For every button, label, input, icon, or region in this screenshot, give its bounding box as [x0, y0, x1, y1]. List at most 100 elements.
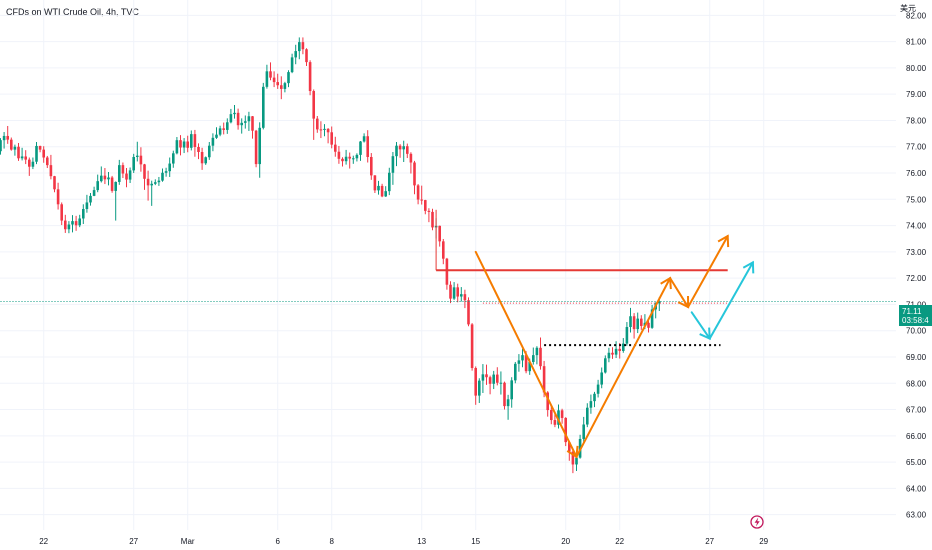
- candle[interactable]: [136, 141, 139, 162]
- candle[interactable]: [506, 394, 510, 420]
- candle[interactable]: [46, 155, 49, 169]
- candle[interactable]: [452, 282, 456, 300]
- candle[interactable]: [467, 297, 470, 327]
- candle[interactable]: [550, 406, 553, 425]
- candle[interactable]: [42, 146, 45, 163]
- candle[interactable]: [373, 175, 377, 193]
- candle[interactable]: [600, 367, 603, 389]
- cyan-path[interactable]: [690, 260, 755, 341]
- candle[interactable]: [323, 124, 326, 137]
- candle[interactable]: [593, 391, 596, 408]
- time-axis[interactable]: 22 27 Mar 6 8 13 15 20 22 27 29: [39, 537, 768, 546]
- candle[interactable]: [100, 166, 103, 183]
- candle[interactable]: [337, 145, 341, 164]
- candle[interactable]: [352, 155, 355, 164]
- candle[interactable]: [143, 163, 146, 190]
- candle[interactable]: [485, 364, 488, 385]
- candle[interactable]: [625, 322, 629, 346]
- candle[interactable]: [650, 304, 654, 329]
- candle[interactable]: [308, 60, 312, 96]
- candle[interactable]: [413, 160, 416, 195]
- candle[interactable]: [398, 144, 402, 158]
- candle[interactable]: [366, 130, 369, 163]
- candle[interactable]: [13, 144, 17, 156]
- candle[interactable]: [236, 108, 240, 130]
- candle[interactable]: [517, 354, 521, 372]
- candle[interactable]: [319, 121, 323, 139]
- candle[interactable]: [272, 71, 276, 88]
- candle[interactable]: [614, 341, 618, 359]
- candle[interactable]: [326, 128, 330, 144]
- candle[interactable]: [204, 156, 207, 165]
- candle[interactable]: [89, 192, 92, 206]
- candle[interactable]: [146, 170, 150, 201]
- candle[interactable]: [85, 194, 89, 213]
- candle[interactable]: [35, 142, 38, 165]
- candle[interactable]: [125, 168, 128, 188]
- candle[interactable]: [107, 171, 110, 186]
- candle[interactable]: [38, 145, 42, 153]
- candle[interactable]: [571, 449, 575, 474]
- candle[interactable]: [496, 367, 499, 386]
- candle[interactable]: [316, 115, 319, 133]
- candle[interactable]: [611, 347, 614, 359]
- candle[interactable]: [280, 76, 283, 100]
- candle[interactable]: [301, 37, 305, 55]
- candle[interactable]: [456, 283, 459, 303]
- candle[interactable]: [222, 122, 225, 135]
- orange-path[interactable]: [474, 234, 730, 459]
- candle[interactable]: [312, 89, 315, 140]
- candle[interactable]: [431, 208, 434, 231]
- candle[interactable]: [409, 152, 413, 174]
- candle[interactable]: [478, 378, 481, 403]
- candle[interactable]: [82, 204, 85, 225]
- candle[interactable]: [96, 174, 99, 193]
- candle[interactable]: [420, 185, 423, 205]
- candle[interactable]: [359, 140, 362, 161]
- candle[interactable]: [218, 125, 222, 137]
- candle[interactable]: [632, 313, 636, 339]
- candle[interactable]: [438, 225, 441, 247]
- candle[interactable]: [589, 394, 593, 414]
- candle[interactable]: [247, 111, 251, 131]
- candle[interactable]: [416, 184, 420, 205]
- candle[interactable]: [535, 346, 539, 365]
- candle[interactable]: [553, 414, 557, 428]
- candle[interactable]: [240, 118, 243, 134]
- candle[interactable]: [445, 257, 449, 290]
- candle[interactable]: [377, 180, 380, 195]
- candle[interactable]: [380, 183, 384, 198]
- candle[interactable]: [258, 122, 261, 178]
- candle[interactable]: [406, 143, 409, 159]
- candle[interactable]: [215, 127, 218, 139]
- candles[interactable]: [0, 37, 661, 474]
- candle[interactable]: [596, 379, 600, 398]
- candle[interactable]: [481, 364, 485, 393]
- candle[interactable]: [622, 338, 625, 353]
- candle[interactable]: [402, 140, 405, 162]
- candle[interactable]: [110, 175, 114, 193]
- candle[interactable]: [190, 130, 193, 151]
- candle[interactable]: [157, 176, 161, 186]
- candle[interactable]: [474, 366, 477, 405]
- candle[interactable]: [384, 186, 387, 197]
- candle[interactable]: [197, 143, 200, 160]
- candle[interactable]: [341, 157, 344, 167]
- candle[interactable]: [499, 371, 503, 395]
- candle[interactable]: [233, 104, 236, 119]
- candle[interactable]: [139, 147, 143, 172]
- candle[interactable]: [211, 133, 215, 152]
- candle[interactable]: [172, 150, 175, 168]
- candle[interactable]: [128, 167, 132, 184]
- candle[interactable]: [244, 115, 247, 129]
- candle[interactable]: [17, 143, 20, 161]
- lightning-circle-icon[interactable]: [750, 515, 764, 529]
- candle[interactable]: [24, 150, 27, 165]
- candle[interactable]: [179, 135, 182, 156]
- candle[interactable]: [283, 81, 287, 93]
- candle[interactable]: [287, 70, 290, 88]
- candle[interactable]: [463, 289, 467, 309]
- candle[interactable]: [514, 361, 517, 384]
- candle[interactable]: [427, 208, 431, 223]
- candle[interactable]: [355, 153, 359, 162]
